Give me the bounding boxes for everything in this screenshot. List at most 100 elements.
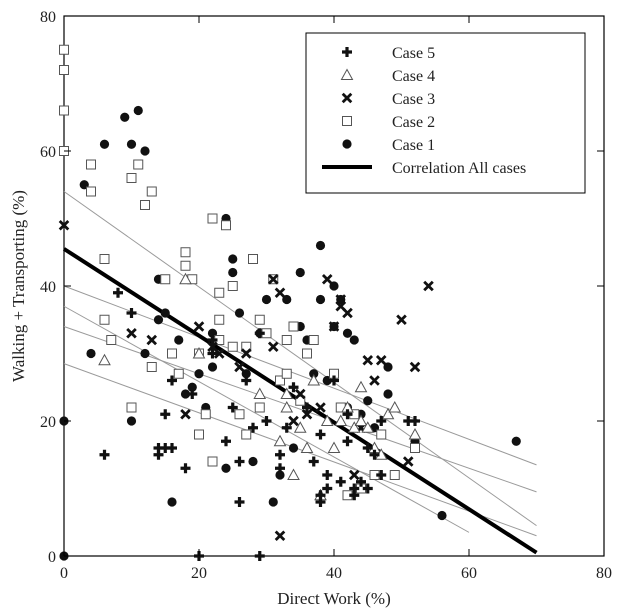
- circle-marker: [315, 294, 326, 305]
- square-marker: [59, 105, 69, 116]
- circle-marker: [180, 389, 191, 399]
- x-marker: [375, 354, 387, 366]
- square-marker: [99, 254, 110, 264]
- square-marker: [342, 116, 352, 126]
- triangle-marker: [253, 387, 267, 399]
- case-fit-line: [63, 363, 537, 537]
- plus-marker: [342, 436, 353, 447]
- triangle-marker: [340, 68, 354, 80]
- square-marker: [99, 314, 110, 325]
- series-case-4: [98, 272, 422, 501]
- plus-marker: [275, 463, 285, 474]
- circle-marker: [133, 105, 143, 116]
- square-marker: [126, 402, 137, 413]
- circle-marker: [437, 510, 447, 521]
- y-tick-label: 80: [40, 9, 56, 26]
- square-marker: [126, 173, 137, 183]
- x-marker: [267, 341, 279, 353]
- legend-label: Correlation All cases: [392, 160, 526, 177]
- circle-marker: [126, 416, 137, 426]
- series-case-2: [59, 44, 420, 501]
- circle-marker: [342, 328, 353, 338]
- x-marker: [240, 348, 252, 359]
- square-marker: [86, 186, 96, 197]
- circle-marker: [120, 112, 130, 122]
- plus-marker: [308, 456, 319, 467]
- circle-marker: [275, 470, 285, 480]
- square-marker: [207, 213, 218, 224]
- triangle-marker: [280, 387, 294, 399]
- plus-marker: [167, 375, 177, 386]
- square-marker: [106, 335, 117, 345]
- triangle-marker: [307, 373, 321, 386]
- x-marker: [301, 408, 313, 420]
- square-marker: [86, 159, 96, 170]
- square-marker: [248, 254, 258, 264]
- circle-marker: [315, 240, 326, 251]
- square-marker: [160, 274, 171, 285]
- x-marker: [213, 348, 225, 359]
- x-tick-label: 80: [596, 565, 612, 582]
- circle-marker: [383, 389, 393, 399]
- legend-label: Case 3: [392, 91, 435, 108]
- square-marker: [140, 200, 150, 210]
- circle-marker: [295, 267, 305, 278]
- circle-marker: [309, 369, 319, 379]
- square-marker: [275, 375, 285, 386]
- square-marker: [227, 281, 238, 291]
- plus-marker: [227, 402, 238, 413]
- circle-marker: [167, 497, 177, 507]
- triangle-marker: [293, 421, 307, 433]
- circle-marker: [329, 281, 339, 291]
- square-marker: [173, 368, 184, 379]
- circle-marker: [221, 463, 231, 473]
- square-marker: [133, 159, 144, 170]
- square-marker: [302, 348, 312, 359]
- triangle-marker: [361, 421, 375, 433]
- x-marker: [423, 280, 434, 292]
- x-marker: [341, 92, 353, 104]
- square-marker: [194, 429, 204, 440]
- plus-marker: [288, 382, 299, 393]
- y-tick-label: 20: [40, 414, 56, 431]
- square-marker: [295, 395, 306, 406]
- circle-marker: [363, 396, 373, 406]
- circle-marker: [268, 497, 278, 507]
- triangle-marker: [354, 380, 368, 393]
- circle-marker: [349, 335, 359, 345]
- plus-marker: [160, 409, 171, 420]
- x-marker: [274, 287, 286, 299]
- square-marker: [410, 443, 420, 453]
- triangle-marker: [354, 414, 368, 426]
- plus-marker: [342, 47, 352, 57]
- square-marker: [254, 314, 265, 325]
- triangle-marker: [280, 400, 294, 413]
- x-marker: [348, 469, 360, 481]
- plus-marker: [369, 449, 380, 460]
- square-marker: [207, 456, 218, 467]
- plus-marker: [376, 416, 387, 426]
- plus-marker: [356, 476, 366, 487]
- circle-marker: [126, 139, 137, 149]
- triangle-marker: [179, 272, 192, 285]
- x-marker: [274, 530, 286, 542]
- plus-marker: [275, 449, 285, 460]
- triangle-marker: [408, 427, 422, 440]
- plus-marker: [261, 416, 272, 426]
- triangle-marker: [381, 407, 395, 420]
- x-marker: [146, 334, 158, 346]
- circle-marker: [99, 139, 110, 149]
- plus-marker: [349, 483, 360, 494]
- plus-marker: [281, 422, 292, 433]
- circle-marker: [261, 294, 272, 305]
- axis-ticks: 0 20 40 60 80 0 20 40 60 80: [40, 9, 612, 582]
- plus-marker: [376, 470, 387, 480]
- x-tick-label: 60: [461, 565, 477, 582]
- plus-marker: [167, 443, 177, 453]
- square-marker: [281, 368, 292, 379]
- plus-marker: [322, 483, 333, 494]
- circle-marker: [282, 294, 292, 305]
- x-tick-label: 40: [326, 565, 342, 582]
- square-marker: [146, 362, 157, 372]
- x-marker: [396, 314, 407, 326]
